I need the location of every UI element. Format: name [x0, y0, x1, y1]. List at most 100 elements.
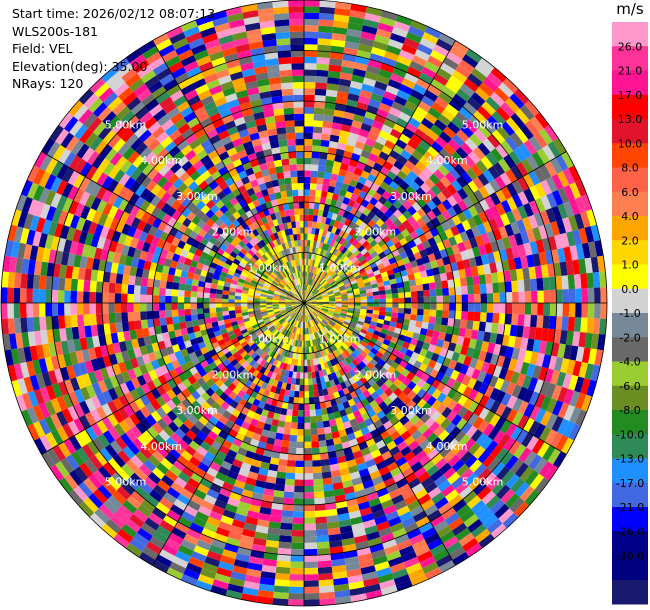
velocity-gate	[287, 402, 294, 410]
velocity-gate	[339, 273, 347, 279]
velocity-gate	[429, 368, 439, 379]
velocity-gate	[404, 72, 419, 84]
velocity-gate	[197, 313, 205, 320]
velocity-gate	[358, 237, 367, 245]
velocity-gate	[365, 137, 376, 148]
velocity-gate	[311, 279, 316, 287]
velocity-gate	[426, 162, 438, 174]
velocity-gate	[272, 591, 289, 600]
velocity-gate	[517, 176, 529, 192]
velocity-gate	[291, 536, 304, 543]
velocity-gate	[327, 70, 341, 79]
velocity-gate	[380, 271, 389, 278]
velocity-gate	[304, 202, 310, 209]
velocity-gate	[563, 388, 575, 405]
velocity-gate	[448, 303, 456, 311]
velocity-gate	[304, 44, 318, 51]
velocity-gate	[179, 276, 187, 285]
velocity-gate	[538, 461, 553, 478]
velocity-gate	[357, 244, 365, 253]
velocity-gate	[372, 40, 388, 51]
velocity-gate	[159, 310, 166, 319]
velocity-gate	[347, 22, 364, 32]
velocity-gate	[314, 291, 320, 297]
velocity-gate	[392, 67, 407, 79]
velocity-gate	[430, 49, 447, 63]
velocity-gate	[423, 303, 431, 310]
velocity-gate	[529, 116, 545, 133]
velocity-gate	[325, 287, 333, 292]
velocity-gate	[362, 261, 370, 269]
velocity-gate	[114, 293, 122, 303]
velocity-gate	[466, 248, 475, 259]
velocity-gate	[329, 218, 336, 227]
velocity-gate	[353, 340, 361, 347]
velocity-gate	[499, 172, 512, 187]
velocity-gate	[427, 107, 442, 120]
velocity-gate	[344, 191, 353, 200]
velocity-gate	[349, 80, 363, 90]
velocity-gate	[450, 334, 459, 344]
velocity-gate	[172, 316, 180, 324]
velocity-gate	[515, 162, 529, 177]
velocity-gate	[466, 320, 474, 330]
velocity-gate	[555, 316, 563, 331]
velocity-gate	[454, 310, 462, 320]
velocity-gate	[422, 239, 431, 250]
velocity-gate	[321, 133, 331, 141]
velocity-gate	[319, 289, 326, 294]
velocity-gate	[315, 76, 328, 84]
velocity-gate	[411, 394, 422, 405]
velocity-gate	[374, 80, 388, 91]
velocity-gate	[322, 318, 329, 325]
velocity-gate	[309, 189, 316, 197]
velocity-gate	[392, 369, 402, 379]
velocity-gate	[312, 289, 319, 295]
velocity-gate	[316, 300, 323, 302]
velocity-gate	[165, 309, 173, 318]
velocity-gate	[575, 179, 587, 197]
velocity-gate	[428, 173, 441, 185]
velocity-gate	[315, 529, 329, 537]
velocity-gate	[518, 447, 532, 463]
velocity-gate	[290, 555, 304, 562]
velocity-gate	[361, 25, 378, 35]
velocity-gate	[346, 338, 354, 346]
velocity-gate	[462, 184, 474, 197]
velocity-gate	[364, 319, 372, 325]
velocity-gate	[393, 378, 403, 388]
velocity-gate	[398, 334, 407, 342]
velocity-gate	[358, 331, 366, 338]
velocity-gate	[411, 384, 422, 395]
velocity-gate	[321, 293, 329, 298]
velocity-gate	[325, 217, 332, 225]
velocity-gate	[313, 208, 319, 216]
velocity-gate	[511, 179, 524, 195]
velocity-gate	[384, 264, 393, 272]
velocity-gate	[328, 179, 337, 188]
velocity-gate	[354, 326, 362, 332]
velocity-gate	[413, 176, 425, 187]
velocity-gate	[328, 308, 335, 312]
velocity-gate	[505, 382, 517, 396]
velocity-gate	[320, 235, 326, 243]
velocity-gate	[342, 343, 349, 350]
velocity-gate	[316, 63, 330, 71]
velocity-gate	[410, 291, 418, 298]
velocity-gate	[332, 241, 339, 249]
velocity-gate	[327, 290, 334, 294]
velocity-gate	[347, 325, 355, 332]
velocity-gate	[377, 22, 394, 33]
velocity-gate	[339, 262, 347, 270]
velocity-gate	[318, 286, 324, 292]
velocity-gate	[362, 347, 371, 355]
velocity-gate	[460, 450, 473, 464]
velocity-gate	[584, 226, 595, 243]
velocity-gate	[436, 338, 445, 348]
velocity-gate	[505, 422, 518, 438]
velocity-gate	[511, 208, 523, 222]
velocity-gate	[26, 303, 33, 318]
velocity-gate	[171, 296, 178, 303]
velocity-gate	[338, 244, 345, 252]
velocity-gate	[323, 108, 335, 116]
